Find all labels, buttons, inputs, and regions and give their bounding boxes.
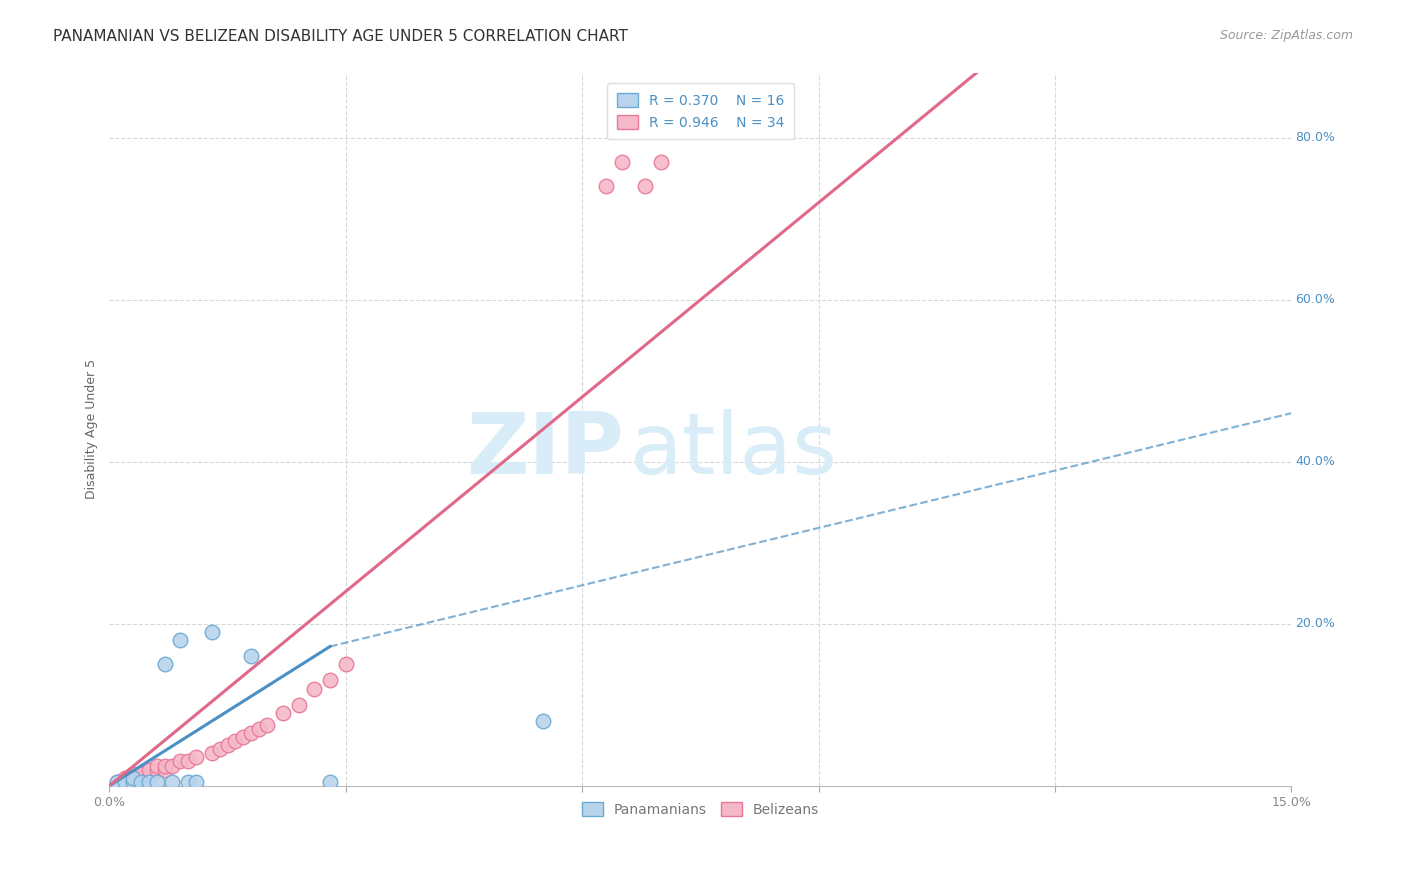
- Point: [114, 774, 136, 789]
- Point: [201, 747, 224, 761]
- Point: [138, 771, 160, 785]
- Point: [240, 649, 263, 664]
- Point: [201, 624, 224, 639]
- Point: [177, 755, 200, 769]
- Text: PANAMANIAN VS BELIZEAN DISABILITY AGE UNDER 5 CORRELATION CHART: PANAMANIAN VS BELIZEAN DISABILITY AGE UN…: [53, 29, 628, 44]
- Point: [138, 774, 160, 789]
- Point: [319, 673, 342, 688]
- Point: [287, 698, 309, 712]
- Point: [105, 774, 128, 789]
- Point: [105, 774, 128, 789]
- Point: [129, 766, 152, 780]
- Text: 40.0%: 40.0%: [1295, 455, 1334, 468]
- Point: [304, 681, 326, 696]
- Point: [271, 706, 294, 720]
- Point: [162, 774, 184, 789]
- Point: [634, 179, 657, 194]
- Point: [122, 771, 145, 785]
- Point: [122, 766, 145, 780]
- Text: 20.0%: 20.0%: [1295, 617, 1334, 631]
- Point: [162, 758, 184, 772]
- Point: [217, 739, 239, 753]
- Point: [177, 774, 200, 789]
- Point: [114, 771, 136, 785]
- Point: [145, 763, 167, 777]
- Point: [153, 758, 176, 772]
- Point: [595, 179, 617, 194]
- Text: Source: ZipAtlas.com: Source: ZipAtlas.com: [1219, 29, 1353, 42]
- Point: [169, 755, 191, 769]
- Point: [247, 722, 270, 736]
- Point: [531, 714, 554, 728]
- Text: 60.0%: 60.0%: [1295, 293, 1334, 306]
- Point: [153, 763, 176, 777]
- Point: [129, 774, 152, 789]
- Point: [114, 774, 136, 789]
- Point: [610, 155, 633, 169]
- Point: [335, 657, 357, 672]
- Point: [208, 742, 231, 756]
- Point: [184, 774, 207, 789]
- Point: [153, 657, 176, 672]
- Point: [224, 734, 246, 748]
- Legend: Panamanians, Belizeans: Panamanians, Belizeans: [574, 794, 827, 825]
- Point: [145, 774, 167, 789]
- Point: [232, 730, 254, 744]
- Point: [240, 726, 263, 740]
- Point: [319, 774, 342, 789]
- Point: [256, 718, 278, 732]
- Point: [169, 632, 191, 647]
- Text: 80.0%: 80.0%: [1295, 131, 1336, 145]
- Point: [650, 155, 672, 169]
- Point: [129, 771, 152, 785]
- Point: [122, 771, 145, 785]
- Point: [138, 763, 160, 777]
- Point: [145, 758, 167, 772]
- Point: [184, 750, 207, 764]
- Text: atlas: atlas: [630, 409, 838, 492]
- Y-axis label: Disability Age Under 5: Disability Age Under 5: [86, 359, 98, 500]
- Text: ZIP: ZIP: [465, 409, 624, 492]
- Point: [122, 774, 145, 789]
